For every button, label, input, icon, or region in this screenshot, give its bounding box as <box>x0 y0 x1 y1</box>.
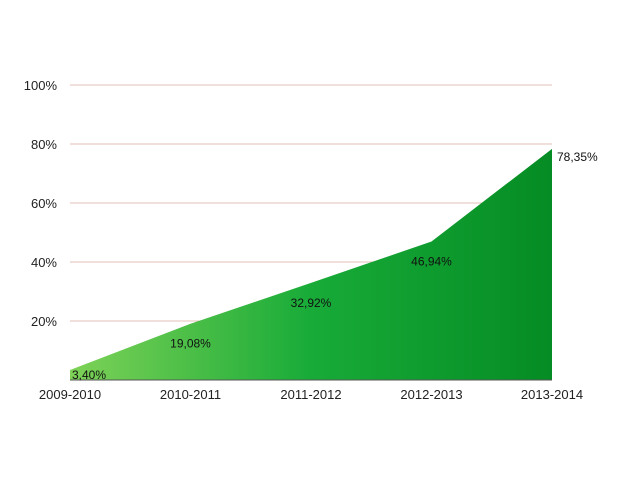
y-tick-label: 80% <box>31 137 57 152</box>
data-label: 78,35% <box>557 150 598 164</box>
data-label: 19,08% <box>170 337 211 351</box>
y-tick-label: 100% <box>24 78 58 93</box>
x-tick-label: 2013-2014 <box>521 387 583 402</box>
y-axis-ticks: 20% 40% 60% 80% 100% <box>24 78 58 329</box>
x-axis-ticks: 2009-2010 2010-2011 2011-2012 2012-2013 2013… <box>39 387 583 402</box>
y-tick-label: 60% <box>31 196 57 211</box>
x-tick-label: 2012-2013 <box>400 387 462 402</box>
x-tick-label: 2010-2011 <box>160 387 221 402</box>
area-series <box>70 148 552 380</box>
y-tick-label: 40% <box>31 255 57 270</box>
x-tick-label: 2011-2012 <box>280 387 341 402</box>
y-tick-label: 20% <box>31 314 57 329</box>
x-tick-label: 2009-2010 <box>39 387 101 402</box>
area-fill <box>70 148 552 380</box>
data-labels: 3,40% 19,08% 32,92% 46,94% 78,35% <box>72 150 598 382</box>
data-label: 32,92% <box>291 296 332 310</box>
data-label: 46,94% <box>411 255 452 269</box>
data-label: 3,40% <box>72 368 106 382</box>
